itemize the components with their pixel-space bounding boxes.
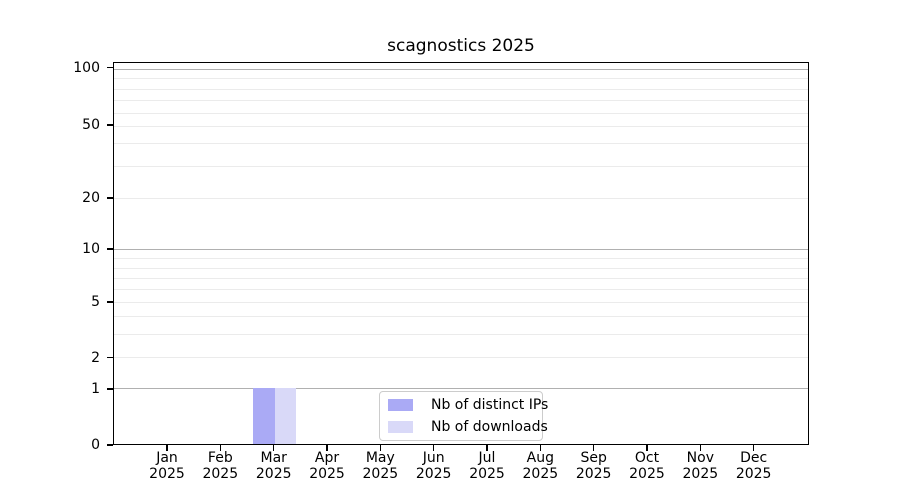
x-tick-mark	[379, 445, 382, 451]
y-tick-mark	[107, 301, 113, 303]
bar-distinct-ips	[253, 388, 275, 444]
legend-swatch-downloads	[388, 421, 413, 433]
plot-area: Nb of distinct IPs Nb of downloads	[113, 62, 809, 445]
y-tick-mark	[107, 248, 113, 250]
legend: Nb of distinct IPs Nb of downloads	[379, 391, 548, 441]
x-tick-mark	[432, 445, 435, 451]
bar-downloads	[274, 388, 297, 444]
x-tick-mark	[166, 445, 168, 451]
legend-item-distinct-ips: Nb of distinct IPs	[388, 394, 548, 416]
y-tick-label: 20	[82, 189, 100, 206]
x-tick-label: Aug 2025	[522, 450, 559, 482]
x-tick-mark	[486, 445, 488, 451]
minor-gridline	[114, 316, 808, 318]
minor-gridline	[114, 258, 808, 260]
legend-label-downloads: Nb of downloads	[431, 419, 548, 435]
y-tick-label: 1	[91, 381, 100, 398]
minor-gridline	[114, 112, 808, 114]
x-tick-label: Jun 2025	[415, 450, 452, 482]
x-tick-mark	[592, 445, 595, 451]
minor-gridline	[114, 357, 808, 359]
minor-gridline	[114, 268, 808, 270]
x-tick-label: Jan 2025	[149, 450, 185, 482]
y-tick-mark	[107, 66, 113, 69]
minor-gridline	[114, 333, 808, 335]
x-tick-label: Jul 2025	[469, 450, 505, 482]
minor-gridline	[114, 88, 808, 90]
x-tick-label: Feb 2025	[202, 450, 239, 482]
y-axis-labels: 100 50 20 10 5 2 1 0	[0, 59, 100, 452]
legend-label-distinct-ips: Nb of distinct IPs	[431, 397, 549, 413]
x-tick-label: Nov 2025	[682, 450, 719, 482]
minor-gridline	[114, 142, 808, 144]
legend-swatch-distinct-ips	[388, 399, 413, 411]
y-tick-label: 0	[91, 437, 100, 453]
y-tick-label: 100	[73, 59, 100, 76]
y-tick-label: 50	[82, 117, 100, 134]
y-tick-label: 10	[82, 240, 100, 257]
chart-title: scagnostics 2025	[387, 36, 535, 56]
minor-gridline	[114, 278, 808, 280]
x-tick-mark	[752, 445, 755, 451]
y-tick-mark	[107, 124, 113, 126]
minor-gridline	[114, 125, 808, 127]
minor-gridline	[114, 289, 808, 291]
x-tick-mark	[646, 445, 648, 451]
y-tick-mark	[107, 388, 113, 390]
x-tick-label: Mar 2025	[255, 450, 292, 482]
y-tick-label: 2	[91, 349, 100, 366]
x-tick-mark	[539, 445, 542, 451]
x-tick-label: Oct 2025	[629, 450, 665, 482]
x-tick-mark	[326, 445, 328, 451]
x-tick-label: Sep 2025	[575, 450, 612, 482]
x-tick-label: May 2025	[362, 450, 399, 482]
y-tick-mark	[107, 197, 113, 199]
y-tick-mark	[107, 444, 113, 446]
minor-gridline	[114, 165, 808, 167]
x-tick-label: Dec 2025	[735, 450, 772, 482]
minor-gridline	[114, 301, 808, 303]
major-gridline	[114, 248, 808, 250]
x-tick-mark	[272, 445, 275, 451]
major-gridline	[114, 68, 808, 70]
minor-gridline	[114, 77, 808, 79]
minor-gridline	[114, 198, 808, 200]
x-tick-mark	[699, 445, 702, 451]
minor-gridline	[114, 100, 808, 102]
legend-item-downloads: Nb of downloads	[388, 416, 548, 438]
x-tick-label: Apr 2025	[309, 450, 345, 482]
x-tick-mark	[219, 445, 222, 451]
y-tick-mark	[107, 356, 113, 359]
y-tick-label: 5	[91, 293, 100, 310]
major-gridline	[114, 388, 808, 390]
